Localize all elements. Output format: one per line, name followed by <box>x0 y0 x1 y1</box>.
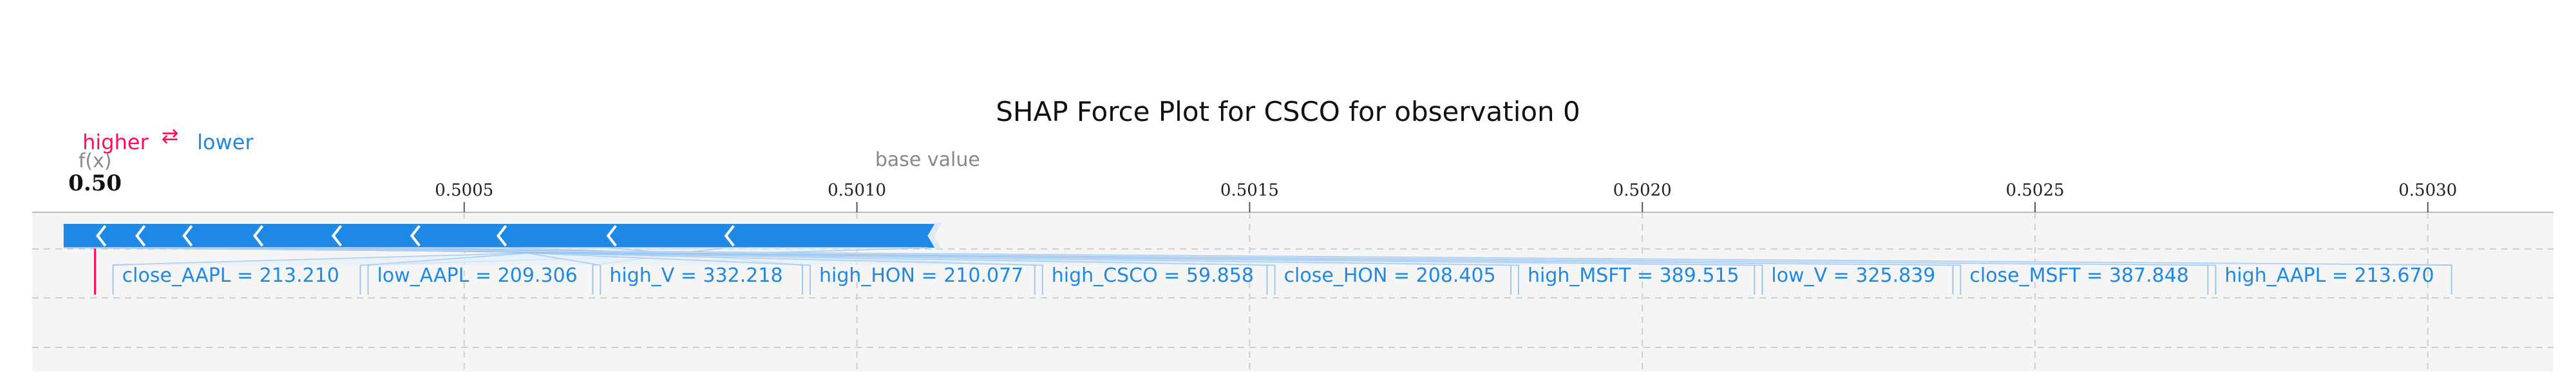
force-bar-segment <box>134 224 189 248</box>
force-bar-segment <box>409 224 504 248</box>
segment-separator <box>135 225 146 247</box>
feature-label: high_V = 332.218 <box>609 264 782 287</box>
axis-ticks: 0.5005 0.5010 0.5015 0.5020 0.5025 0.5030 <box>435 181 2457 212</box>
segment-separator <box>606 225 617 247</box>
feature-label: low_AAPL = 209.306 <box>377 264 578 287</box>
tick-label: 0.5010 <box>828 181 886 200</box>
segment-separator <box>724 225 735 247</box>
chart-title: SHAP Force Plot for CSCO for observation… <box>996 96 1580 127</box>
tick-label: 0.5015 <box>1220 181 1279 200</box>
force-bar-segment <box>95 224 142 248</box>
force-bar-segment <box>181 224 260 248</box>
force-bar-segment <box>605 224 732 248</box>
feature-label: high_HON = 210.077 <box>819 264 1023 287</box>
feature-labels: close_AAPL = 213.210 low_AAPL = 209.306 hi… <box>122 264 2434 287</box>
force-bar-segment <box>495 224 614 248</box>
fx-value: 0.50 <box>68 170 122 196</box>
fx-label: f(x) <box>79 150 112 172</box>
force-bar-segment <box>63 224 103 248</box>
feature-label: close_AAPL = 213.210 <box>122 264 339 287</box>
segment-separator <box>252 225 264 247</box>
label-connector-fill <box>63 248 2452 265</box>
legend-lower: lower <box>197 130 254 154</box>
feature-label: low_V = 325.839 <box>1771 264 1935 287</box>
legend-higher: higher <box>82 130 149 154</box>
legend: higher ⇄ lower <box>82 124 254 154</box>
force-bar-segment <box>330 224 417 248</box>
feature-label: high_AAPL = 213.670 <box>2224 264 2434 287</box>
segment-separator <box>182 225 193 247</box>
tick-label: 0.5025 <box>2006 181 2065 200</box>
segment-separator <box>331 225 343 247</box>
legend-arrows-icon: ⇄ <box>162 124 179 148</box>
force-bar-segment <box>723 224 936 248</box>
force-bars <box>63 223 942 249</box>
base-value-nub <box>927 223 942 249</box>
value-markers: f(x)0.50 base value <box>68 149 980 295</box>
feature-label: high_CSCO = 59.858 <box>1052 264 1254 287</box>
force-bar-segment <box>252 224 339 248</box>
tick-label: 0.5020 <box>1613 181 1672 200</box>
label-connectors <box>63 247 2452 295</box>
feature-label: close_MSFT = 387.848 <box>1969 264 2189 287</box>
segment-separator <box>410 225 421 247</box>
feature-label: high_MSFT = 389.515 <box>1528 264 1739 287</box>
segment-separator <box>497 225 507 247</box>
tick-label: 0.5030 <box>2398 181 2457 200</box>
feature-label: close_HON = 208.405 <box>1284 264 1496 287</box>
tick-label: 0.5005 <box>435 181 493 200</box>
base-value-label: base value <box>875 149 980 171</box>
segment-separator <box>96 225 107 247</box>
